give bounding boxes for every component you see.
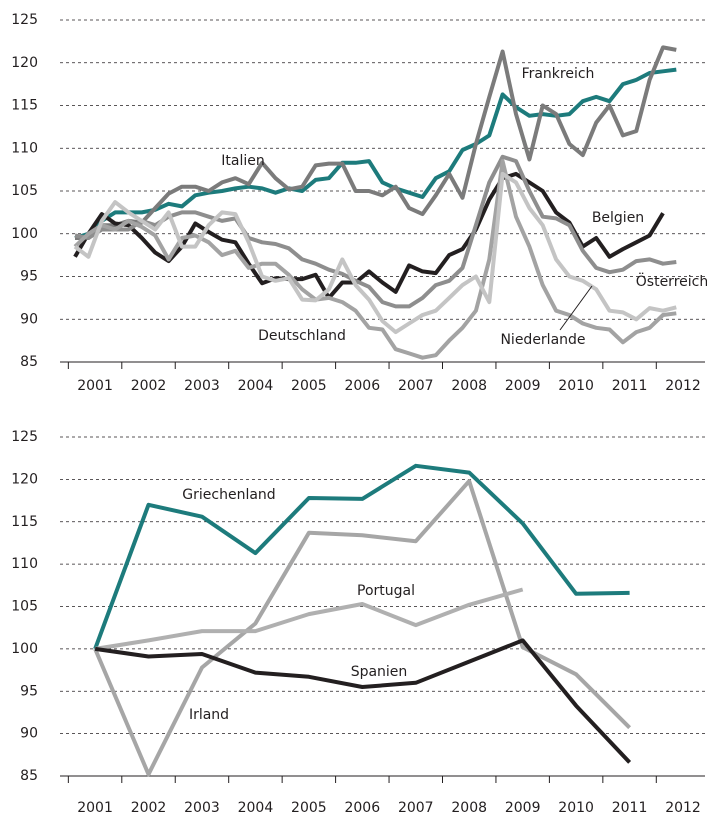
x-tick-label: 2003 (184, 378, 220, 394)
x-tick-label: 2010 (558, 800, 594, 816)
series-label: Deutschland (258, 328, 346, 344)
y-tick-label: 125 (11, 429, 38, 445)
x-tick-label: 2008 (451, 378, 487, 394)
x-tick-label: 2004 (238, 378, 274, 394)
x-tick-label: 2001 (77, 378, 113, 394)
series-line (74, 154, 677, 309)
y-tick-label: 115 (11, 514, 38, 530)
x-tick-label: 2009 (505, 800, 541, 816)
y-tick-label: 100 (11, 226, 38, 242)
y-tick-label: 105 (11, 183, 38, 199)
series-label: Griechenland (182, 487, 275, 503)
series-label: Irland (189, 707, 229, 723)
x-tick-label: 2003 (184, 800, 220, 816)
x-tick-label: 2011 (612, 800, 648, 816)
series-label: Portugal (357, 583, 415, 599)
y-tick-label: 110 (11, 140, 38, 156)
series-label: Niederlande (500, 332, 585, 348)
series-line (74, 67, 677, 240)
y-tick-label: 125 (11, 12, 38, 28)
y-tick-label: 105 (11, 599, 38, 615)
y-tick-label: 90 (20, 726, 38, 742)
series-line (93, 463, 630, 650)
y-tick-label: 120 (11, 55, 38, 71)
series-line (75, 45, 677, 240)
series-label: Spanien (351, 664, 408, 680)
x-tick-label: 2005 (291, 800, 327, 816)
x-tick-label: 2012 (665, 800, 701, 816)
x-tick-label: 2012 (665, 378, 701, 394)
series-line (73, 159, 677, 360)
series-line (93, 479, 632, 777)
x-tick-label: 2002 (131, 378, 167, 394)
y-tick-label: 110 (11, 556, 38, 572)
y-tick-label: 95 (20, 683, 38, 699)
x-tick-label: 2007 (398, 800, 434, 816)
y-tick-label: 120 (11, 471, 38, 487)
leader-line (559, 285, 593, 331)
x-tick-label: 2009 (505, 378, 541, 394)
series-label: Italien (221, 153, 264, 169)
y-tick-label: 85 (20, 768, 38, 784)
x-tick-label: 2008 (451, 800, 487, 816)
y-tick-label: 95 (20, 269, 38, 285)
series-line (73, 171, 677, 335)
x-tick-label: 2007 (398, 378, 434, 394)
y-tick-label: 85 (20, 354, 38, 370)
x-tick-label: 2001 (77, 800, 113, 816)
x-tick-label: 2010 (558, 378, 594, 394)
x-tick-label: 2004 (238, 800, 274, 816)
y-tick-label: 115 (11, 98, 38, 114)
y-tick-label: 90 (20, 311, 38, 327)
series-label: Belgien (592, 210, 644, 226)
x-tick-label: 2011 (612, 378, 648, 394)
series-line (94, 638, 632, 764)
series-line (94, 587, 524, 651)
y-tick-label: 100 (11, 641, 38, 657)
series-label: Österreich (636, 272, 707, 290)
x-tick-label: 2005 (291, 378, 327, 394)
x-tick-label: 2006 (344, 800, 380, 816)
series-line (73, 171, 665, 300)
series-label: Frankreich (522, 66, 595, 82)
x-tick-label: 2006 (344, 378, 380, 394)
x-tick-label: 2002 (131, 800, 167, 816)
